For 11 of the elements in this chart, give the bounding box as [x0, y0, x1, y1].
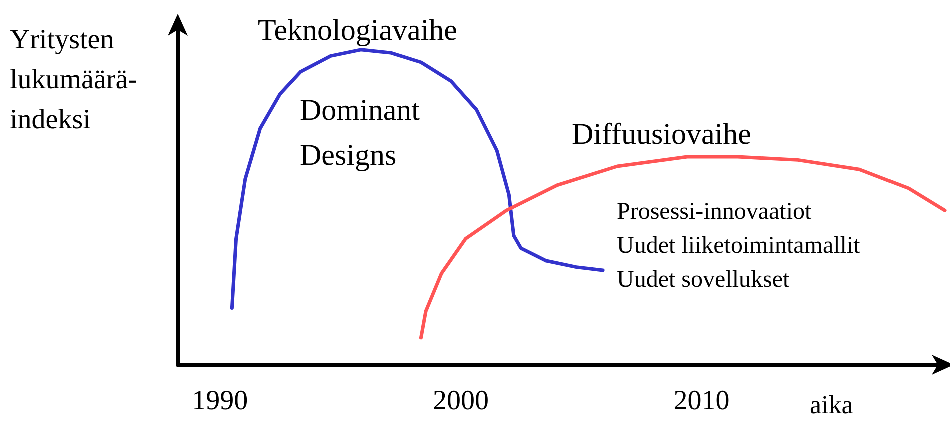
- annotation: Uudet liiketoimintamallit: [617, 233, 861, 259]
- annotation: Uudet sovellukset: [617, 267, 790, 293]
- x-tick-label: 2000: [432, 386, 489, 416]
- annotation: Diffuusiovaihe: [572, 118, 752, 151]
- text: Teknologiavaihe: [258, 14, 458, 47]
- x-tick-label: 1990: [192, 386, 248, 416]
- annotation: Prosessi-innovaatiot: [617, 199, 812, 225]
- y-axis-title: Yritysten lukumäärä-indeksi: [10, 24, 138, 136]
- x-tick-label: 2010: [674, 386, 730, 416]
- annotation: Dominant Designs: [300, 94, 421, 172]
- x-axis-title: aika: [810, 390, 854, 420]
